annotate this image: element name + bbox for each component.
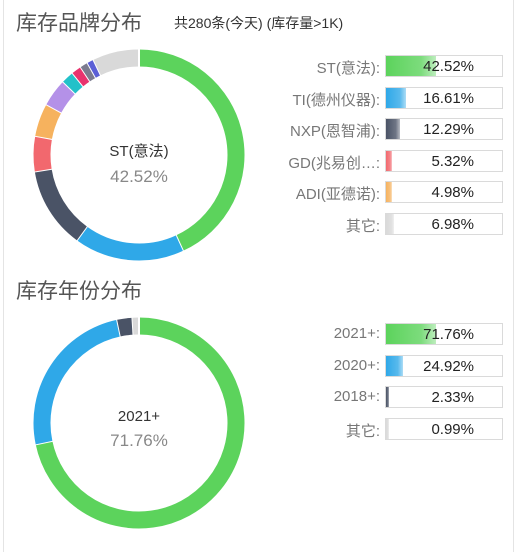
brand-legend-fill	[386, 182, 392, 202]
brand-legend-bar: 6.98%	[385, 212, 503, 235]
year-legend-bar: 24.92%	[385, 354, 503, 377]
brand-section-subtitle: 共280条(今天) (库存量>1K)	[174, 15, 344, 31]
year-legend-fill	[386, 355, 404, 376]
year-legend-fill	[386, 418, 389, 439]
brand-legend-value: 5.32%	[431, 152, 474, 170]
year-legend-label: 2021+:	[333, 325, 380, 342]
brand-legend-label: ADI(亚德诺):	[295, 186, 380, 203]
year-legend-row[interactable]: 其它: 0.99%	[244, 417, 504, 440]
year-center-label: 2021+ 71.76%	[69, 408, 209, 451]
brand-legend-value: 42.52%	[423, 58, 474, 75]
brand-legend-fill	[386, 213, 395, 234]
brand-legend-label: GD(兆易创…:	[288, 154, 380, 172]
brand-legend-bar: 16.61%	[385, 86, 503, 109]
brand-slice-0[interactable]	[138, 49, 245, 251]
brand-center-label: ST(意法) 42.52%	[69, 140, 209, 187]
year-legend-row[interactable]: 2020+: 24.92%	[244, 354, 504, 377]
brand-legend-row[interactable]: GD(兆易创…: 5.32%	[244, 149, 504, 172]
brand-section-title: 库存品牌分布	[16, 12, 142, 35]
brand-legend-value: 6.98%	[431, 215, 474, 233]
year-legend-fill	[386, 387, 389, 407]
year-legend-label: 其它:	[345, 422, 380, 440]
year-legend-label: 2018+:	[333, 388, 380, 405]
brand-legend-value: 16.61%	[423, 89, 474, 107]
year-legend-value: 24.92%	[423, 357, 474, 375]
year-slice-0[interactable]	[35, 317, 245, 529]
brand-slice-3[interactable]	[33, 135, 53, 172]
brand-slice-6[interactable]	[63, 73, 84, 94]
brand-legend-row[interactable]: 其它: 6.98%	[244, 212, 504, 235]
brand-legend-row[interactable]: ST(意法): 42.52%	[244, 55, 504, 77]
year-legend-row[interactable]: 2018+: 2.33%	[244, 386, 504, 408]
brand-legend-label: NXP(恩智浦):	[289, 123, 380, 140]
brand-center-name: ST(意法)	[109, 143, 169, 160]
brand-slice-5[interactable]	[46, 81, 76, 113]
brand-slice-1[interactable]	[76, 226, 183, 261]
year-section-title: 库存年份分布	[16, 280, 142, 303]
brand-legend-label: 其它:	[345, 217, 380, 235]
year-legend-value: 2.33%	[431, 389, 474, 406]
brand-legend-value: 12.29%	[423, 121, 474, 138]
year-legend-row[interactable]: 2021+: 71.76%	[244, 323, 504, 345]
brand-slice-2[interactable]	[34, 168, 88, 241]
year-center-value: 71.76%	[110, 431, 168, 450]
year-slice-1[interactable]	[33, 319, 121, 445]
brand-slice-4[interactable]	[35, 104, 62, 140]
brand-legend-fill	[386, 56, 436, 76]
brand-legend-row[interactable]: ADI(亚德诺): 4.98%	[244, 181, 504, 203]
brand-legend-value: 4.98%	[431, 184, 474, 201]
year-legend-value: 71.76%	[423, 326, 474, 343]
brand-center-value: 42.52%	[110, 167, 168, 186]
brand-slice-8[interactable]	[80, 62, 96, 82]
brand-legend-bar: 5.32%	[385, 149, 503, 172]
brand-legend-row[interactable]: NXP(恩智浦): 12.29%	[244, 118, 504, 140]
brand-legend-fill	[386, 150, 393, 171]
year-legend-bar: 71.76%	[385, 323, 503, 345]
brand-legend-bar: 12.29%	[385, 118, 503, 140]
brand-legend-label: ST(意法):	[316, 60, 380, 77]
year-legend-bar: 2.33%	[385, 386, 503, 408]
brand-legend-bar: 4.98%	[385, 181, 503, 203]
inventory-panel: 库存品牌分布 共280条(今天) (库存量>1K) ST(意法) 42.52% …	[3, 0, 514, 552]
year-center-name: 2021+	[117, 408, 161, 425]
brand-slice-10[interactable]	[93, 49, 140, 76]
year-legend-value: 0.99%	[431, 420, 474, 438]
brand-donut-chart	[33, 48, 245, 261]
year-legend-label: 2020+:	[333, 356, 380, 374]
year-legend-bar: 0.99%	[385, 417, 503, 440]
brand-legend-label: TI(德州仪器):	[292, 91, 381, 109]
year-legend-fill	[386, 324, 436, 344]
year-donut-chart	[33, 316, 245, 529]
brand-legend-fill	[386, 87, 406, 108]
year-slice-2[interactable]	[117, 317, 134, 337]
brand-legend-fill	[386, 119, 401, 139]
brand-legend-bar: 42.52%	[385, 55, 503, 77]
brand-legend-row[interactable]: TI(德州仪器): 16.61%	[244, 86, 504, 109]
brand-slice-7[interactable]	[72, 67, 91, 87]
